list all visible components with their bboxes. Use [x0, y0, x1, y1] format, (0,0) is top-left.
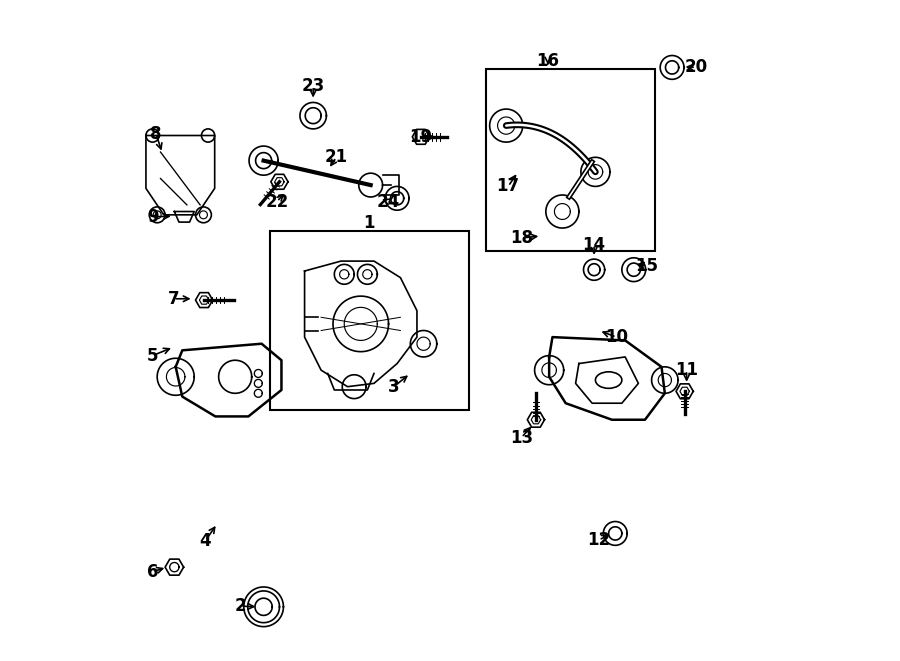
- Text: 7: 7: [168, 290, 179, 308]
- Text: 9: 9: [147, 208, 158, 226]
- Text: 17: 17: [497, 177, 519, 196]
- Text: 5: 5: [147, 346, 158, 365]
- Text: 22: 22: [266, 192, 288, 211]
- Bar: [486, 69, 655, 251]
- Text: 15: 15: [635, 256, 659, 275]
- Text: 16: 16: [536, 52, 559, 70]
- Text: 11: 11: [675, 361, 698, 379]
- Text: 18: 18: [510, 229, 533, 247]
- Text: 13: 13: [509, 428, 533, 447]
- Text: 3: 3: [388, 377, 400, 396]
- Text: 21: 21: [325, 148, 348, 167]
- Text: 4: 4: [200, 531, 212, 550]
- Text: 19: 19: [409, 128, 432, 147]
- Text: 24: 24: [377, 192, 400, 211]
- Text: 20: 20: [684, 58, 707, 77]
- Text: 14: 14: [582, 235, 606, 254]
- Text: 8: 8: [150, 124, 162, 143]
- Text: 6: 6: [147, 563, 158, 581]
- Text: 10: 10: [605, 328, 628, 346]
- Bar: [270, 231, 469, 410]
- Text: 2: 2: [235, 597, 247, 615]
- Text: 23: 23: [302, 77, 325, 95]
- Text: 12: 12: [587, 531, 610, 549]
- Text: 1: 1: [364, 214, 375, 232]
